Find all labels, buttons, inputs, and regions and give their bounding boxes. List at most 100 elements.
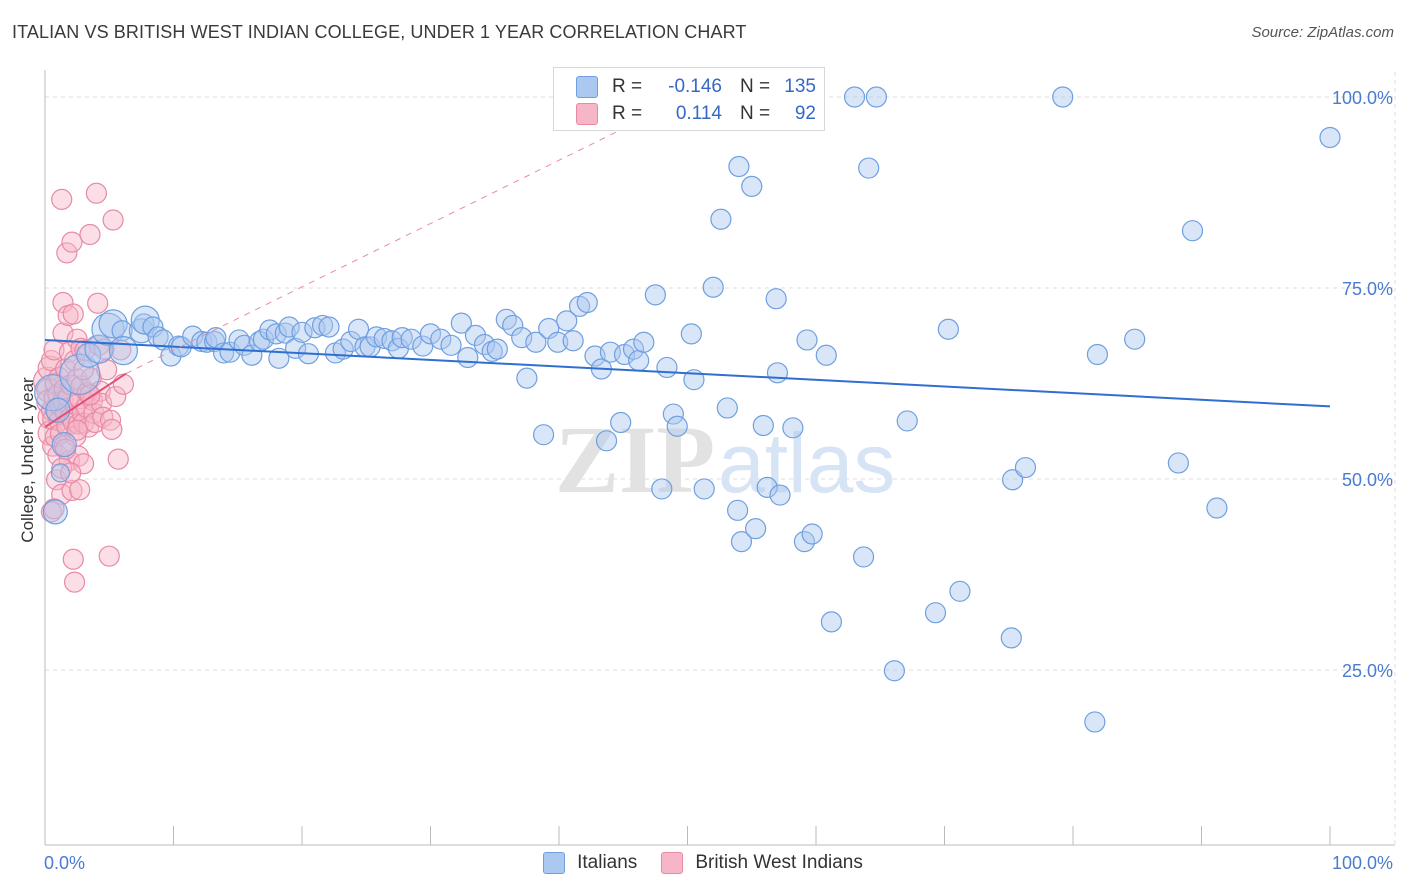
series-legend: Italians British West Indians (0, 852, 1406, 874)
data-point (525, 331, 547, 353)
data-point (102, 209, 124, 231)
axis-labels: 25.0% 50.0% 75.0% 100.0% 0.0% 100.0% College, … (18, 88, 1393, 873)
data-point (752, 414, 774, 437)
data-point (318, 316, 340, 338)
data-point (59, 353, 101, 395)
data-point (702, 276, 724, 298)
legend-row-british-west-indians: R = 0.114 N = 92 (576, 101, 816, 127)
data-point (883, 660, 905, 682)
legend-swatch-bwi (661, 852, 684, 874)
legend-row-italians: R = -0.146 N = 135 (576, 74, 816, 100)
data-point (61, 479, 83, 502)
legend-n-label: N = (740, 76, 771, 97)
data-point (72, 359, 95, 381)
x-tick-label-max: 100.0% (1332, 853, 1393, 873)
y-tick-label: 75.0% (1342, 279, 1393, 299)
legend-item-italians[interactable]: Italians (543, 852, 637, 874)
legend-swatch-bwi (576, 103, 598, 125)
data-point (622, 338, 645, 360)
legend-r-label: R = (612, 76, 643, 97)
legend-item-british-west-indians[interactable]: British West Indians (661, 852, 863, 874)
data-point (815, 344, 837, 366)
legend-n-value: 92 (794, 103, 816, 124)
data-point (1206, 497, 1228, 519)
data-point (274, 322, 296, 344)
data-point (205, 327, 227, 349)
data-point (1000, 627, 1022, 649)
data-point (595, 430, 618, 452)
data-point (61, 231, 83, 253)
trendline-italians (44, 338, 1331, 408)
legend-swatch-italians (543, 852, 566, 874)
data-point (62, 548, 84, 570)
watermark-zip: ZIP (555, 406, 715, 513)
data-point (765, 288, 787, 310)
data-point (278, 316, 300, 338)
data-point (108, 336, 138, 366)
data-point (556, 310, 578, 332)
data-point (796, 329, 818, 351)
data-point (858, 157, 880, 179)
data-point (495, 308, 517, 330)
data-point (40, 501, 63, 523)
data-point (756, 476, 778, 499)
data-point (716, 397, 738, 419)
trendline-british-west-indians-extrapolated (125, 96, 688, 375)
legend-n-label: N = (740, 103, 771, 124)
data-point (51, 432, 77, 458)
data-point (937, 318, 959, 340)
data-point (865, 86, 887, 108)
data-point (843, 86, 866, 108)
data-point (430, 328, 452, 350)
data-point (69, 479, 91, 501)
data-point (949, 580, 971, 602)
legend-label-italians: Italians (577, 852, 638, 873)
data-point (311, 314, 334, 337)
data-point (610, 411, 632, 434)
data-point (1167, 452, 1189, 474)
data-point (85, 182, 108, 204)
data-point (896, 410, 918, 432)
data-point (516, 367, 538, 389)
data-point (1052, 86, 1074, 108)
data-point (769, 484, 791, 506)
data-point (1084, 711, 1106, 733)
data-point (633, 331, 655, 353)
data-point (710, 208, 732, 230)
data-point (547, 331, 569, 353)
y-tick-label: 25.0% (1342, 661, 1393, 681)
data-point (291, 321, 313, 343)
trend-lines (44, 96, 1331, 428)
data-point (87, 292, 109, 314)
data-point (852, 546, 875, 568)
legend-label-british-west-indians: British West Indians (695, 852, 863, 873)
italians-points (34, 86, 1341, 733)
data-point (51, 188, 73, 210)
data-point (1086, 343, 1109, 366)
data-point (693, 478, 715, 500)
data-point (99, 409, 122, 431)
data-point (105, 385, 127, 408)
data-point (666, 415, 688, 437)
data-point (219, 341, 241, 363)
data-point (419, 323, 442, 345)
data-point (651, 478, 673, 500)
data-point (1014, 456, 1037, 479)
data-point (924, 602, 947, 624)
data-point (340, 330, 362, 353)
data-point (63, 571, 86, 593)
data-point (741, 175, 763, 197)
data-point (532, 424, 555, 446)
chart-title: ITALIAN VS BRITISH WEST INDIAN COLLEGE, … (12, 22, 747, 42)
data-point (52, 322, 74, 344)
data-point (1002, 469, 1024, 491)
data-point (56, 242, 78, 264)
data-point (98, 545, 120, 567)
data-point (766, 362, 789, 384)
legend-swatch-italians (576, 76, 598, 98)
data-point (656, 356, 678, 379)
data-point (50, 463, 71, 483)
data-point (745, 518, 767, 540)
data-point (400, 328, 422, 350)
data-point (502, 314, 524, 337)
